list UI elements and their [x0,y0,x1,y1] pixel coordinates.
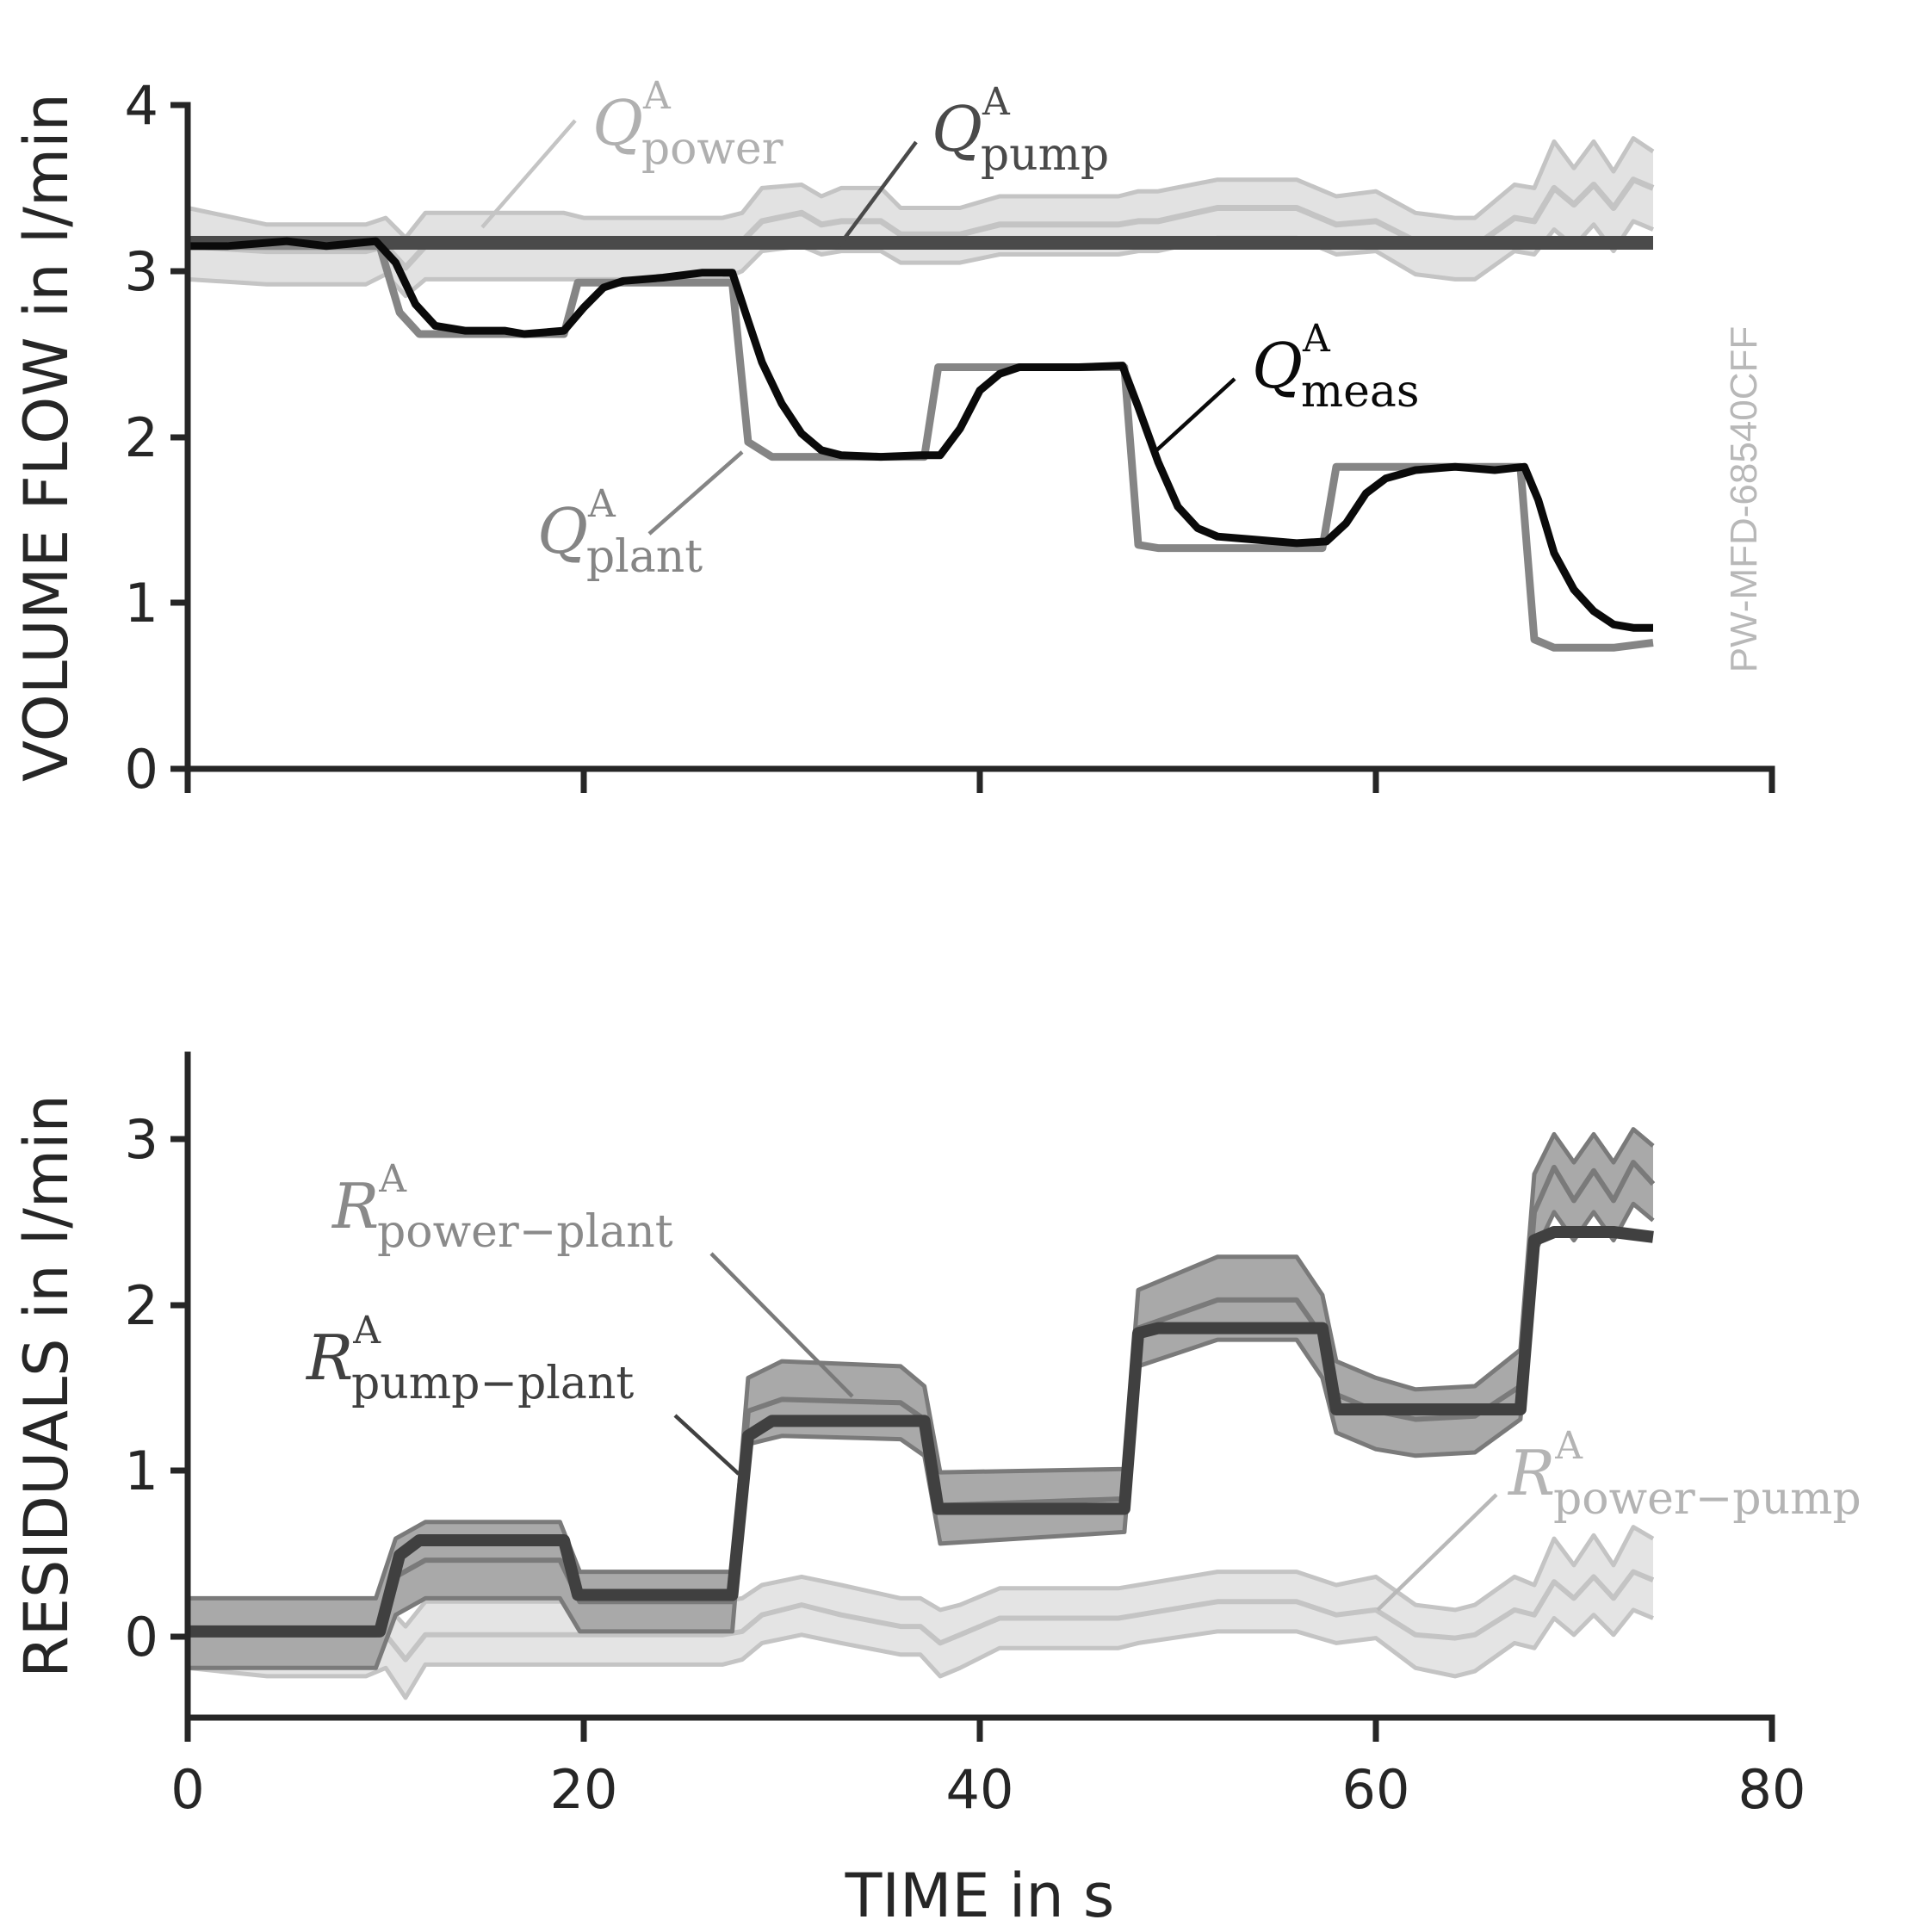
q-power-upper-bound [187,136,1655,240]
bottom-series-lines [188,1226,1654,1638]
q-meas-label: QA meas [1252,317,1420,418]
q-pump-leader [837,140,918,248]
top-y-tick-label: 2 [125,406,158,469]
r-pump-plant-leader [673,1414,740,1476]
r-power-plant-label: RA power−plant [331,1157,673,1258]
top-y-tick-label: 1 [125,572,158,635]
bottom-annotations: RA power−plant RA pump−plant RA power−pump [305,1157,1861,1612]
r-power-pump-lower-bound [187,1607,1654,1700]
q-meas-leader [1152,377,1236,455]
bottom-panel: 0 1 2 3 0 20 40 60 80 RESIDUALS in l/min… [11,1051,1861,1931]
bottom-x-ticks: 0 20 40 60 80 [170,1718,1806,1821]
r-power-pump-label: RA power−pump [1507,1424,1861,1525]
r-power-plant-leader [709,1252,854,1398]
q-meas-line [188,237,1653,632]
q-plant-line [188,242,1654,652]
bottom-y-tick-label: 0 [125,1606,158,1669]
q-pump-label: QA pump [932,80,1109,181]
r-power-pump-upper-bound [187,1525,1655,1629]
x-axis-label: TIME in s [845,1861,1115,1931]
r-power-pump-band [188,1526,1653,1698]
top-series-lines [188,236,1654,652]
top-uncertainty-bands [187,136,1655,299]
bottom-y-ticks: 0 1 2 3 [125,1108,188,1669]
top-y-ticks: 0 1 2 3 4 [125,74,188,801]
bottom-uncertainty-bands [187,1127,1656,1700]
bottom-y-axis-label: RESIDUALS in l/min [11,1094,82,1678]
r-power-pump-line [187,1569,1655,1663]
x-tick-label: 80 [1738,1758,1806,1821]
bottom-y-tick-label: 1 [125,1440,158,1502]
x-tick-label: 60 [1342,1758,1410,1821]
top-y-tick-label: 3 [125,240,158,303]
r-pump-plant-label: RA pump−plant [305,1309,634,1409]
r-power-pump-leader [1376,1493,1498,1612]
x-tick-label: 20 [550,1758,618,1821]
top-y-tick-label: 4 [125,74,158,137]
q-plant-label: QA plant [537,482,703,583]
r-pump-plant-line [188,1226,1654,1638]
watermark: PW-MFD-68540CFF [1723,326,1765,673]
r-power-plant-lower-bound [188,1201,1655,1670]
x-tick-label: 40 [946,1758,1014,1821]
top-panel: 0 1 2 3 4 VOLUME FLOW in l/min PW-MFD-68… [11,74,1775,801]
bottom-y-tick-label: 3 [125,1108,158,1171]
q-plant-leader [647,450,744,536]
q-power-leader [480,119,577,229]
r-power-plant-band [188,1129,1653,1669]
top-y-axis-label: VOLUME FLOW in l/min [11,93,82,782]
top-x-ticks [184,769,1775,793]
q-power-label: QA power [592,74,784,175]
x-tick-label: 0 [170,1758,204,1821]
top-y-tick-label: 0 [125,738,158,801]
top-annotations: QA power QA pump QA meas QA plant [480,74,1420,583]
bottom-y-tick-label: 2 [125,1274,158,1337]
q-power-band [188,138,1653,296]
q-power-lower-bound [187,219,1654,299]
